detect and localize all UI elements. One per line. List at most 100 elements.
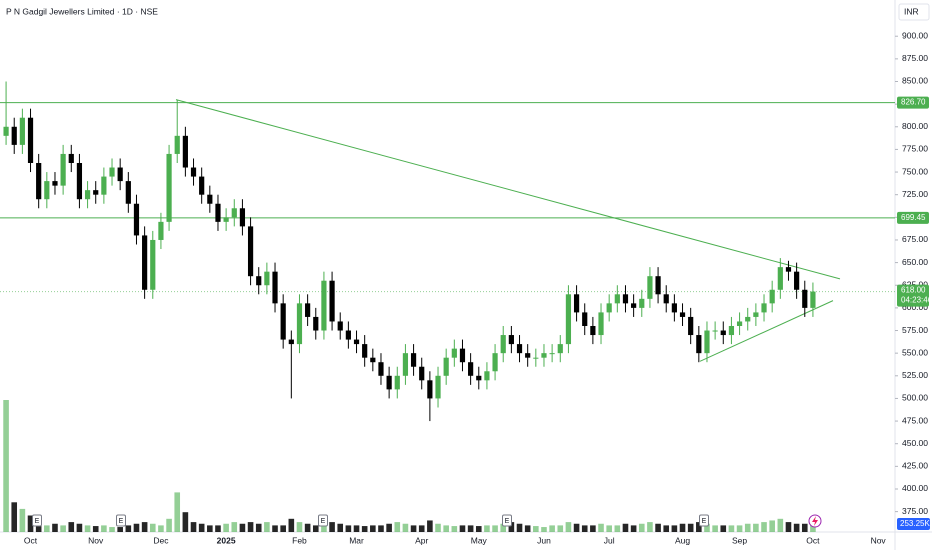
candle-body [410, 353, 417, 367]
candle-body [598, 312, 604, 336]
countdown: 04:23:46 [901, 296, 932, 305]
volume-bar [557, 525, 564, 532]
earnings-label: E [505, 518, 510, 525]
trendline [699, 300, 834, 362]
volume-bar [801, 523, 808, 532]
candle-body [142, 235, 148, 290]
volume-bar [769, 520, 775, 532]
volume-bar [84, 525, 91, 532]
volume-bar [720, 525, 727, 532]
x-tick-label: Sep [732, 535, 747, 545]
volume-bar [3, 400, 9, 532]
volume-bar [361, 526, 368, 532]
candle-body [256, 276, 262, 286]
volume-bar [35, 522, 42, 532]
volume-bar [141, 522, 148, 532]
volume-bar [744, 523, 751, 532]
candle-body [516, 344, 523, 354]
volume-bar [484, 525, 490, 532]
earnings-marker [699, 514, 709, 527]
candle-body [443, 357, 449, 376]
x-tick-label: 2025 [217, 535, 236, 545]
volume-bar [655, 523, 661, 532]
y-tick-label: 550.00 [902, 347, 928, 357]
x-tick-label: Jun [537, 535, 551, 545]
candle-body [44, 181, 50, 200]
volume-bar [712, 525, 718, 532]
volume-bar [133, 523, 140, 532]
volume-bar [215, 525, 221, 532]
y-tick-label: 725.00 [902, 189, 928, 199]
candle-body [639, 298, 645, 308]
volume-bar [736, 525, 743, 532]
candle-body [36, 162, 42, 200]
candle-body [68, 153, 74, 163]
candle-body [378, 362, 384, 376]
candle-body [794, 271, 800, 290]
volume-bar [435, 523, 441, 532]
volume-bar [149, 523, 156, 532]
candle-body [272, 271, 278, 304]
candle-body [573, 294, 580, 313]
candle-body [451, 348, 457, 358]
earnings-marker [116, 514, 126, 527]
volume-bar [264, 522, 270, 532]
candle-body [60, 153, 66, 186]
candle-body [622, 294, 629, 304]
volume-bar [68, 522, 75, 532]
y-tick-label: 575.00 [902, 325, 928, 335]
volume-bar [704, 523, 710, 532]
candle-body [264, 271, 270, 286]
candle-body [785, 267, 792, 272]
volume-last-label: 253.25K [900, 519, 930, 528]
candle-body [419, 366, 425, 381]
volume-bar [728, 525, 735, 532]
candle-body [199, 176, 205, 195]
candle-body [27, 117, 34, 163]
candle-body [93, 190, 99, 195]
candle-body [394, 375, 400, 390]
volume-bar [345, 525, 352, 532]
y-tick-label: 475.00 [902, 415, 928, 425]
volume-bar [44, 525, 50, 532]
candle-body [688, 316, 694, 336]
volume-bar [304, 523, 311, 532]
volume-bar [524, 525, 531, 532]
candle-body [52, 181, 58, 186]
volume-bar [182, 512, 189, 532]
candle-body [101, 176, 107, 195]
candle-body [533, 357, 539, 359]
y-tick-label: 625.00 [902, 279, 928, 289]
candle-body [663, 294, 669, 304]
candle-body [745, 316, 751, 322]
x-tick-label: Mar [349, 535, 364, 545]
candle-body [696, 335, 702, 354]
dividend-bolt [812, 516, 818, 526]
earnings-marker [32, 514, 42, 527]
volume-bar [541, 527, 547, 532]
x-tick-label: May [471, 535, 488, 545]
candle-body [345, 330, 351, 340]
volume-bar [761, 522, 767, 532]
candle-body [402, 353, 409, 376]
volume-bar [288, 518, 295, 532]
volume-bar [492, 525, 498, 532]
candle-body [736, 321, 743, 326]
candle-body [435, 375, 441, 399]
volume-bar [353, 525, 360, 532]
candle-body [720, 330, 726, 336]
level-badge [897, 96, 929, 109]
volume-bar [101, 525, 107, 532]
currency-box [898, 3, 930, 21]
candle-body [647, 276, 653, 299]
candle-body [353, 339, 360, 345]
volume-bar [581, 525, 588, 532]
candle-body [166, 153, 172, 222]
candle-body [19, 117, 25, 145]
volume-bar [443, 525, 449, 532]
volume-bar [280, 525, 286, 532]
y-tick-label: 650.00 [902, 257, 928, 267]
volume-bar [158, 525, 164, 532]
volume-bar [109, 527, 115, 532]
y-tick-label: 600.00 [902, 302, 928, 312]
